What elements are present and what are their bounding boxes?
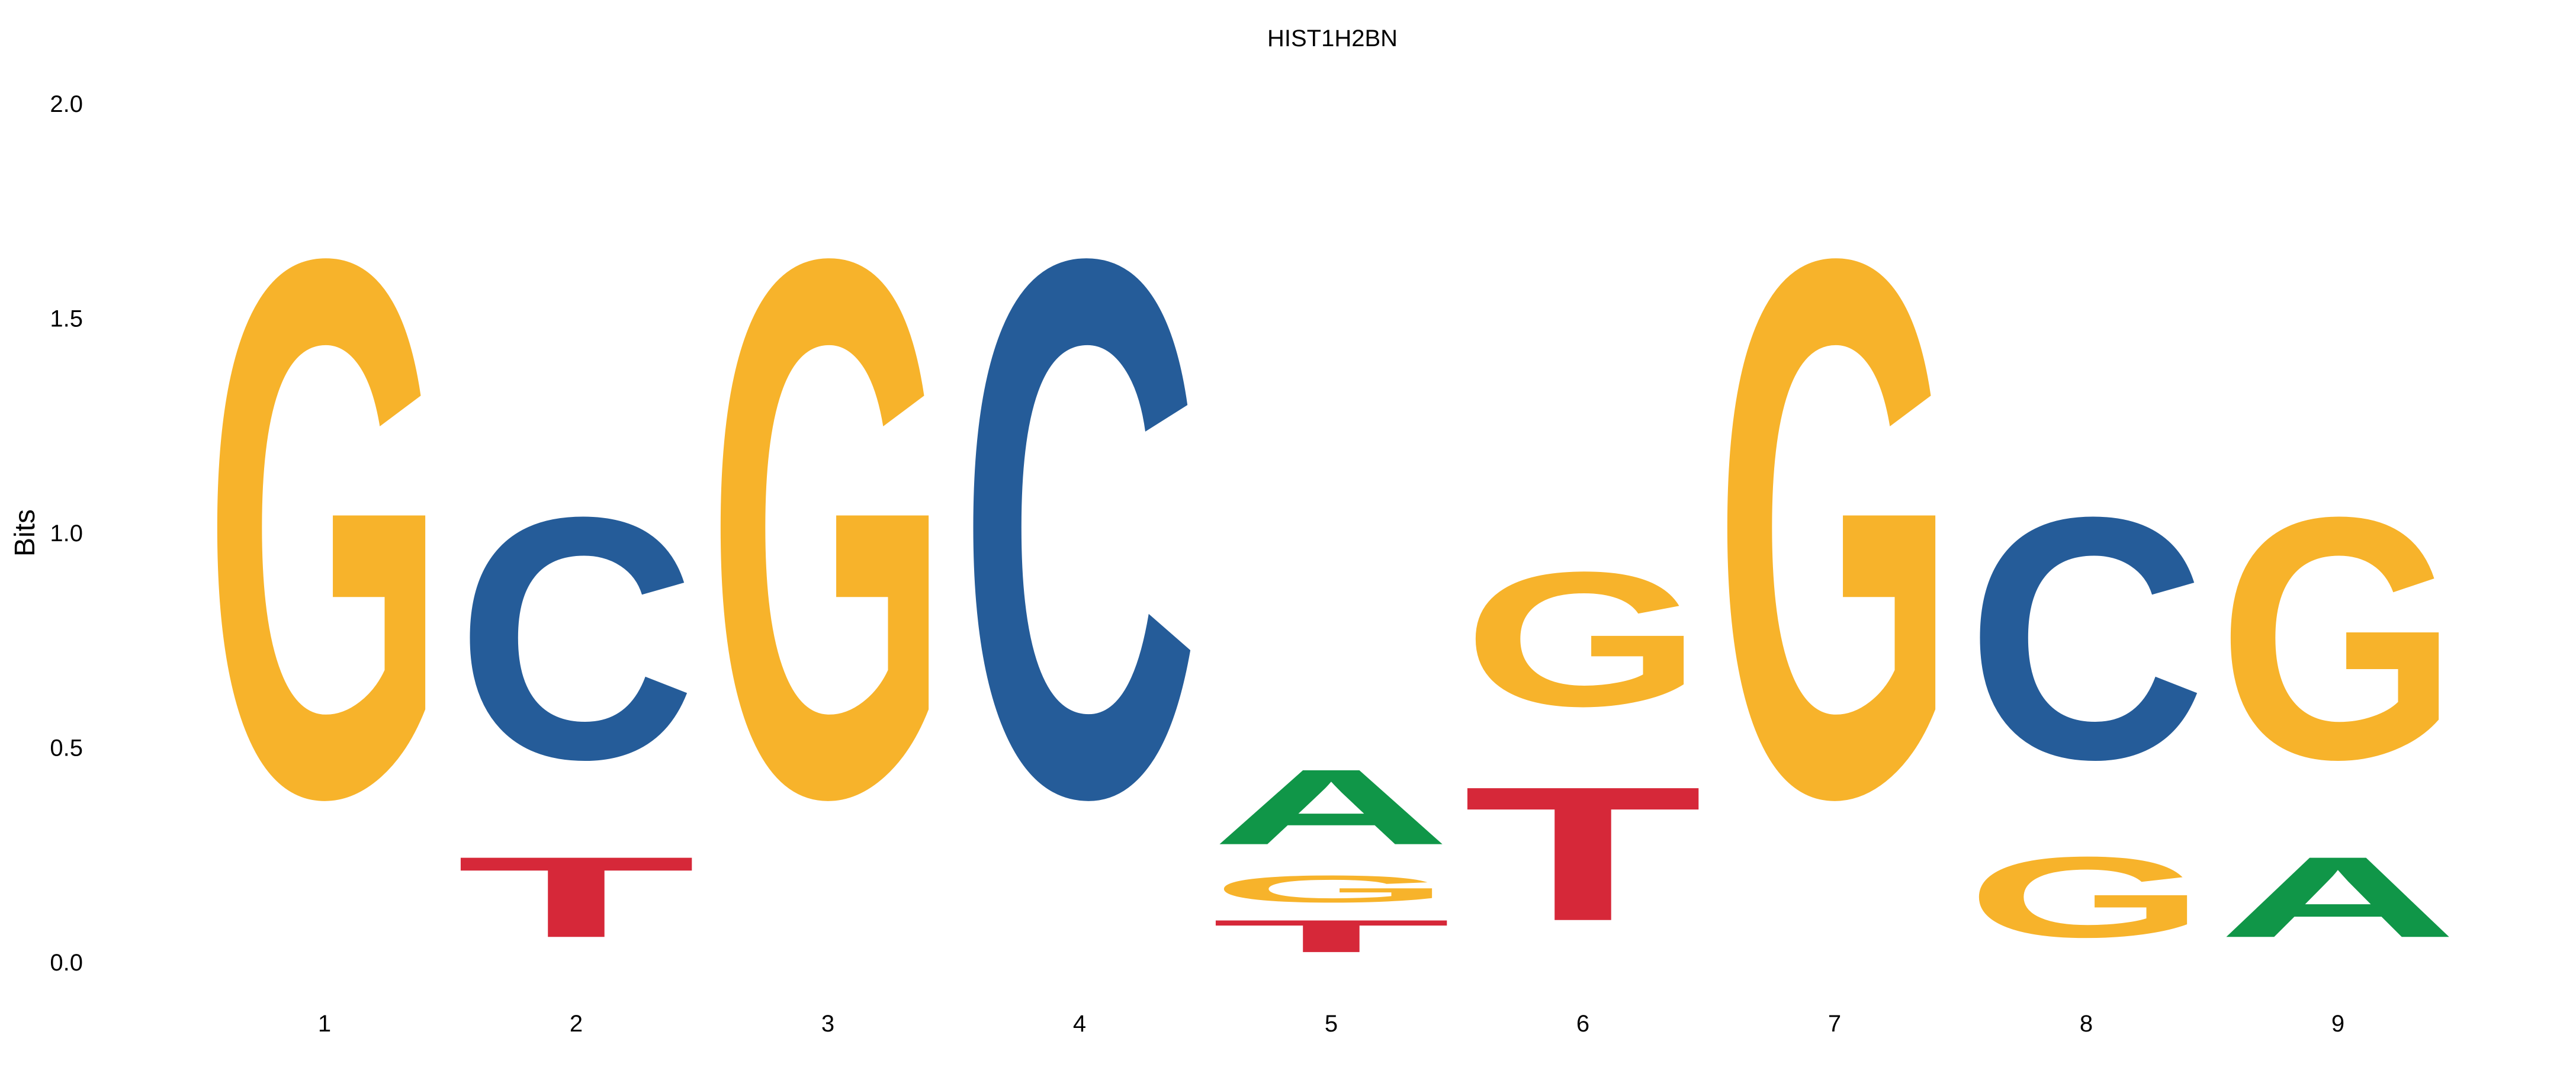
logo-letter-T-pos2: T [457, 833, 696, 962]
y-axis-label: Bits [9, 509, 41, 557]
x-axis-ticks: 1 2 3 4 5 6 7 8 9 [318, 1011, 2344, 1037]
x-tick-label: 8 [2080, 1011, 2093, 1037]
y-tick-label: 0.5 [50, 735, 83, 761]
y-tick-label: 1.0 [50, 520, 83, 547]
chart-title: HIST1H2BN [1267, 25, 1398, 52]
x-tick-label: 3 [821, 1011, 834, 1037]
x-tick-label: 1 [318, 1011, 331, 1037]
logo-letter-A-pos9: A [2218, 833, 2458, 961]
logo-letter-C-pos4: C [960, 101, 1200, 957]
logo-letter-glyph: T [457, 833, 696, 962]
x-tick-label: 2 [570, 1011, 583, 1037]
logo-letter-G-pos6: G [1463, 532, 1703, 746]
logo-letter-glyph: G [2218, 446, 2458, 831]
logo-letter-glyph: A [1212, 747, 1451, 867]
x-tick-label: 7 [1828, 1011, 1841, 1037]
x-tick-label: 9 [2331, 1011, 2344, 1037]
x-tick-label: 6 [1576, 1011, 1589, 1037]
logo-letter-glyph: G [708, 101, 948, 957]
logo-letter-A-pos5: A [1212, 747, 1451, 867]
logo-letter-glyph: G [1463, 532, 1703, 746]
logo-letter-C-pos2: C [457, 446, 696, 831]
logo-letter-C-pos8: C [1967, 446, 2206, 831]
logo-letter-glyph: G [1212, 867, 1451, 910]
logo-letter-G-pos5: G [1212, 867, 1451, 910]
logo-letter-glyph: G [1715, 101, 1955, 957]
logo-letter-G-pos1: G [205, 101, 445, 957]
y-axis-ticks: 0.0 0.5 1.0 1.5 2.0 [50, 91, 83, 976]
logo-letter-T-pos5: T [1212, 911, 1451, 962]
logo-letter-glyph: T [1212, 911, 1451, 962]
logo-letter-glyph: G [1967, 833, 2206, 962]
logo-letter-glyph: C [960, 101, 1200, 957]
logo-letter-glyph: T [1463, 747, 1703, 961]
y-tick-label: 1.5 [50, 306, 83, 332]
logo-letter-G-pos8: G [1967, 833, 2206, 962]
x-tick-label: 5 [1325, 1011, 1338, 1037]
logo-letter-T-pos6: T [1463, 747, 1703, 961]
y-tick-label: 0.0 [50, 950, 83, 976]
logo-letter-glyph: A [2218, 833, 2458, 961]
y-tick-label: 2.0 [50, 91, 83, 117]
logo-letter-glyph: C [1967, 446, 2206, 831]
logo-letter-glyph: G [205, 101, 445, 957]
logo-letter-G-pos7: G [1715, 101, 1955, 957]
x-tick-label: 4 [1073, 1011, 1086, 1037]
logo-letter-G-pos3: G [708, 101, 948, 957]
logo-letter-G-pos9: G [2218, 446, 2458, 831]
logo-letter-glyph: C [457, 446, 696, 831]
